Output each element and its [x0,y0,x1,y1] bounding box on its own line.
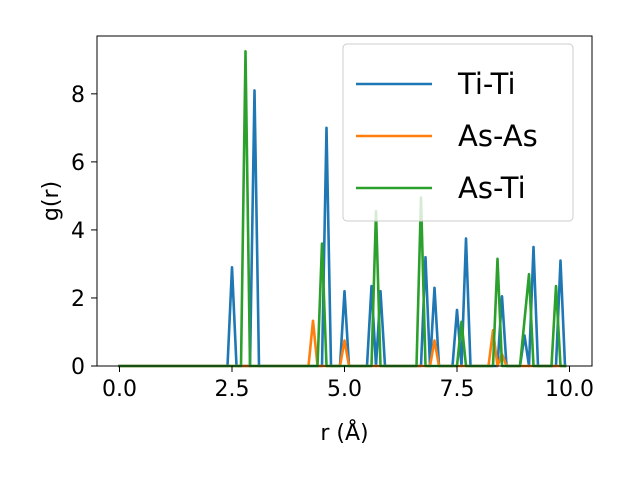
x-tick-label: 5.0 [327,377,362,402]
y-tick-label: 2 [71,287,85,312]
x-axis-title: r (Å) [320,419,368,446]
y-axis: 0 2 4 6 8 [71,83,97,380]
legend-label-as-ti: As-Ti [458,171,526,205]
legend-label-ti-ti: Ti-Ti [457,67,516,101]
x-tick-label: 2.5 [215,377,250,402]
y-tick-label: 0 [71,355,85,380]
x-tick-label: 0.0 [102,377,137,402]
legend-box [342,43,574,222]
legend: Ti-Ti As-As As-Ti [342,43,574,222]
y-tick-label: 8 [71,83,85,108]
y-tick-label: 6 [71,151,85,176]
x-tick-label: 7.5 [440,377,475,402]
legend-label-as-as: As-As [458,119,538,153]
x-tick-label: 10.0 [545,377,594,402]
y-axis-title: g(r) [39,181,64,221]
x-axis: 0.0 2.5 5.0 7.5 10.0 [102,366,594,402]
series-line-as-as [118,319,567,368]
y-tick-label: 4 [71,219,85,244]
